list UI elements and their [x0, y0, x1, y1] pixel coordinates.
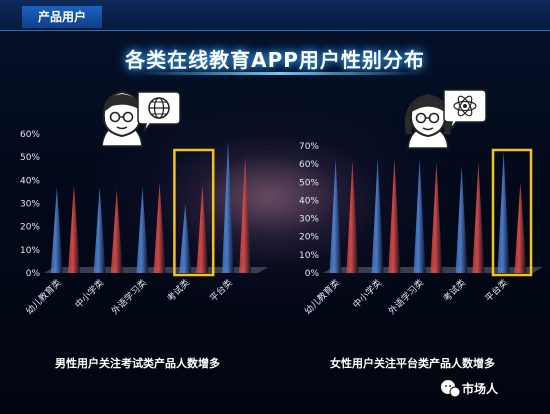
male-user-icon: [101, 90, 181, 147]
y-tick-label: 40%: [20, 176, 40, 186]
cone-bar: [346, 160, 359, 273]
cone-bar: [497, 151, 510, 273]
y-tick-label: 60%: [299, 160, 319, 170]
x-tick-label: 平台类: [207, 277, 235, 305]
female-chart-caption: 女性用户关注平台类产品人数增多: [330, 357, 495, 370]
section-tab: 产品用户: [22, 6, 102, 28]
cone-bar: [430, 162, 443, 273]
y-tick-label: 10%: [299, 251, 319, 261]
title-underline-glow: [140, 72, 420, 75]
y-tick-label: 30%: [20, 200, 40, 210]
cone-bar: [179, 203, 192, 273]
highlight-box: [491, 148, 533, 277]
x-tick-label: 考试类: [441, 277, 469, 305]
y-tick-label: 0%: [26, 269, 41, 279]
x-tick-label: 平台类: [483, 277, 511, 305]
x-tick-label: 幼儿教育类: [302, 277, 342, 317]
highlight-box: [173, 148, 215, 277]
cone-bar: [388, 158, 401, 273]
page-title: 各类在线教育APP用户性别分布: [125, 48, 425, 72]
cone-bar: [413, 158, 426, 273]
cone-bar: [110, 189, 123, 273]
x-tick-label: 考试类: [164, 277, 192, 305]
y-tick-label: 10%: [20, 246, 40, 256]
male-chart-caption: 男性用户关注考试类产品人数增多: [55, 357, 220, 370]
cone-bar: [514, 182, 527, 273]
y-tick-label: 40%: [299, 196, 319, 206]
atom-icon: [453, 95, 477, 117]
cone-bar: [371, 158, 384, 273]
brand-logo-icon: [441, 380, 461, 398]
x-tick-label: 外语学习类: [386, 277, 426, 317]
male-chart: 0% 10% 20% 30% 40% 50% 60% 幼儿教育类 中小学类 外语学习类 考试类 平台类…: [20, 130, 268, 317]
y-tick-label: 20%: [20, 223, 40, 233]
x-tick-label: 外语学习类: [109, 277, 149, 317]
x-tick-label: 中小学类: [350, 277, 384, 311]
cone-bar: [472, 162, 485, 273]
cone-bar: [153, 182, 166, 273]
cone-bar: [50, 187, 63, 273]
x-tick-label: 幼儿教育类: [23, 277, 63, 317]
y-tick-label: 50%: [299, 178, 319, 188]
y-tick-label: 20%: [299, 233, 319, 243]
y-tick-label: 0%: [305, 269, 320, 279]
cone-bar: [196, 184, 209, 273]
female-user-icon: [404, 89, 487, 149]
x-tick-label: 中小学类: [72, 277, 106, 311]
y-tick-label: 50%: [20, 153, 40, 163]
brand-name: 市场人: [462, 382, 499, 396]
cone-bar: [222, 140, 235, 273]
cone-bar: [93, 187, 106, 273]
cone-bar: [136, 187, 149, 273]
cone-bar: [239, 157, 252, 273]
female-chart: 0% 10% 20% 30% 40% 50% 60% 70% 幼儿教育类 中小学类 外语学习类 考试类…: [299, 142, 543, 317]
cone-bar: [455, 165, 468, 273]
y-tick-label: 70%: [299, 142, 319, 152]
cone-bar: [329, 158, 342, 273]
y-tick-label: 60%: [20, 130, 40, 140]
cone-bar: [67, 184, 80, 273]
y-tick-label: 30%: [299, 215, 319, 225]
